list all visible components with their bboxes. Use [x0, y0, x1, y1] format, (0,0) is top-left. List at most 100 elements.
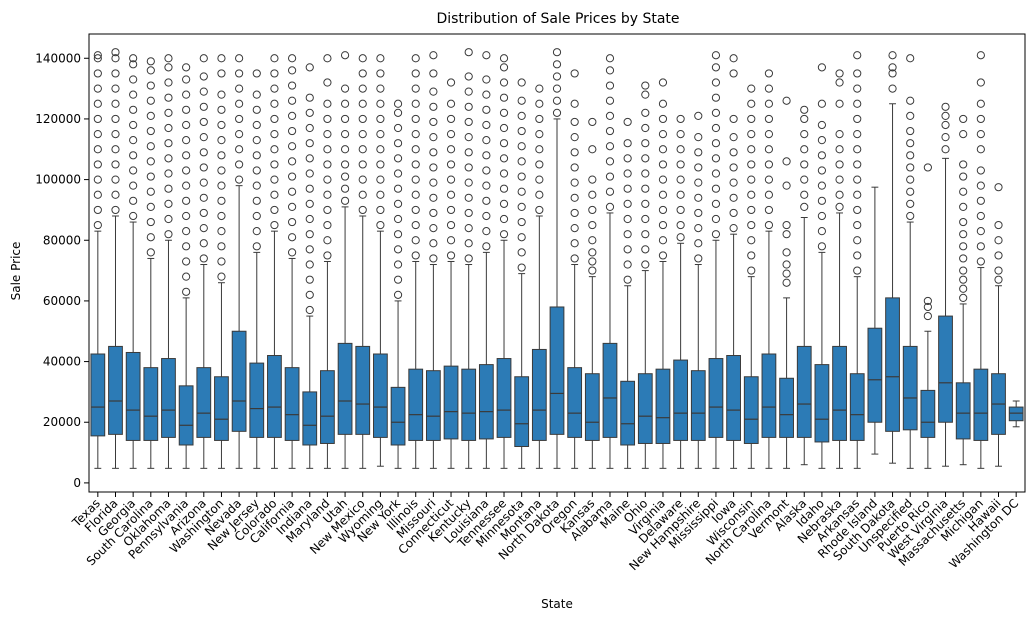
outlier-point	[535, 175, 544, 184]
outlier-point	[782, 157, 791, 166]
outlier-point	[340, 196, 350, 205]
state-box-texas	[90, 51, 106, 469]
outlier-point	[182, 196, 191, 205]
state-box-california	[284, 54, 300, 469]
outlier-point	[429, 178, 438, 187]
outlier-point	[446, 190, 456, 199]
iqr-box	[196, 367, 212, 438]
outlier-point	[976, 78, 985, 87]
outlier-point	[164, 63, 173, 72]
iqr-box	[796, 345, 812, 438]
outlier-point	[588, 175, 597, 184]
outlier-point	[482, 166, 491, 175]
outlier-point	[393, 154, 403, 163]
outlier-point	[517, 248, 526, 257]
outlier-point	[517, 126, 526, 136]
outlier-point	[111, 190, 120, 199]
outlier-point	[888, 51, 897, 60]
outlier-point	[588, 117, 597, 127]
outlier-point	[305, 123, 314, 133]
outlier-point	[853, 205, 862, 215]
outlier-point	[305, 275, 314, 284]
outlier-point	[235, 175, 244, 184]
outlier-point	[817, 196, 827, 205]
outlier-point	[111, 114, 120, 124]
outlier-point	[729, 69, 738, 78]
outlier-point	[252, 211, 261, 221]
iqr-box	[531, 348, 547, 441]
state-box-ohio	[637, 81, 653, 469]
outlier-point	[270, 84, 279, 93]
outlier-point	[994, 236, 1003, 245]
outlier-point	[517, 202, 526, 211]
outlier-point	[305, 169, 314, 178]
state-box-wyoming	[373, 54, 388, 467]
outlier-point	[340, 84, 350, 93]
iqr-box	[902, 345, 918, 431]
outlier-point	[623, 275, 632, 284]
outlier-point	[270, 129, 279, 139]
outlier-point	[729, 54, 738, 63]
outlier-point	[853, 84, 862, 93]
outlier-point	[217, 166, 226, 175]
outlier-point	[323, 145, 332, 154]
outlier-point	[305, 245, 314, 254]
outlier-point	[906, 151, 915, 160]
outlier-point	[146, 126, 155, 136]
outlier-point	[764, 129, 774, 139]
state-box-south-carolina	[143, 57, 159, 469]
outlier-point	[853, 114, 862, 124]
outlier-point	[623, 214, 632, 224]
outlier-point	[464, 133, 473, 142]
outlier-point	[129, 60, 138, 69]
outlier-point	[941, 145, 950, 154]
outlier-point	[93, 190, 102, 199]
state-box-unspecified	[902, 54, 918, 469]
outlier-point	[252, 196, 261, 205]
state-box-missouri	[425, 51, 441, 469]
iqr-box	[496, 358, 512, 438]
iqr-box	[655, 368, 671, 444]
iqr-box	[161, 358, 176, 438]
outlier-point	[217, 54, 226, 63]
outlier-point	[340, 172, 350, 181]
outlier-point	[959, 129, 968, 139]
outlier-point	[694, 133, 703, 142]
outlier-point	[994, 266, 1003, 275]
outlier-point	[376, 114, 385, 124]
outlier-point	[605, 187, 615, 196]
outlier-point	[605, 111, 615, 120]
outlier-point	[146, 172, 155, 181]
outlier-point	[729, 208, 738, 218]
outlier-point	[340, 51, 350, 60]
outlier-point	[959, 230, 968, 239]
iqr-box	[673, 359, 689, 441]
outlier-point	[976, 129, 985, 139]
outlier-point	[482, 181, 491, 190]
state-box-kentucky	[461, 48, 477, 469]
y-axis: 0 20000 40000 60000 80000 100000 120000 140000	[35, 51, 89, 490]
outlier-point	[464, 208, 473, 218]
outlier-point	[358, 99, 367, 108]
outlier-point	[658, 129, 668, 139]
outlier-point	[164, 184, 173, 193]
iqr-box	[302, 391, 318, 446]
outlier-point	[164, 78, 173, 87]
outlier-point	[129, 196, 138, 205]
outlier-point	[570, 133, 579, 142]
state-box-nebraska	[832, 69, 847, 469]
outlier-point	[429, 51, 438, 60]
outlier-point	[747, 236, 756, 245]
iqr-box	[867, 327, 883, 423]
outlier-point	[235, 99, 244, 108]
outlier-point	[658, 99, 668, 108]
outlier-point	[305, 260, 314, 269]
outlier-point	[393, 275, 403, 284]
outlier-point	[499, 63, 509, 72]
outlier-point	[429, 254, 438, 263]
outlier-point	[146, 57, 155, 66]
iqr-box	[920, 389, 936, 438]
y-tick-label: 20000	[43, 415, 81, 429]
outlier-point	[623, 245, 632, 254]
outlier-point	[499, 199, 509, 208]
